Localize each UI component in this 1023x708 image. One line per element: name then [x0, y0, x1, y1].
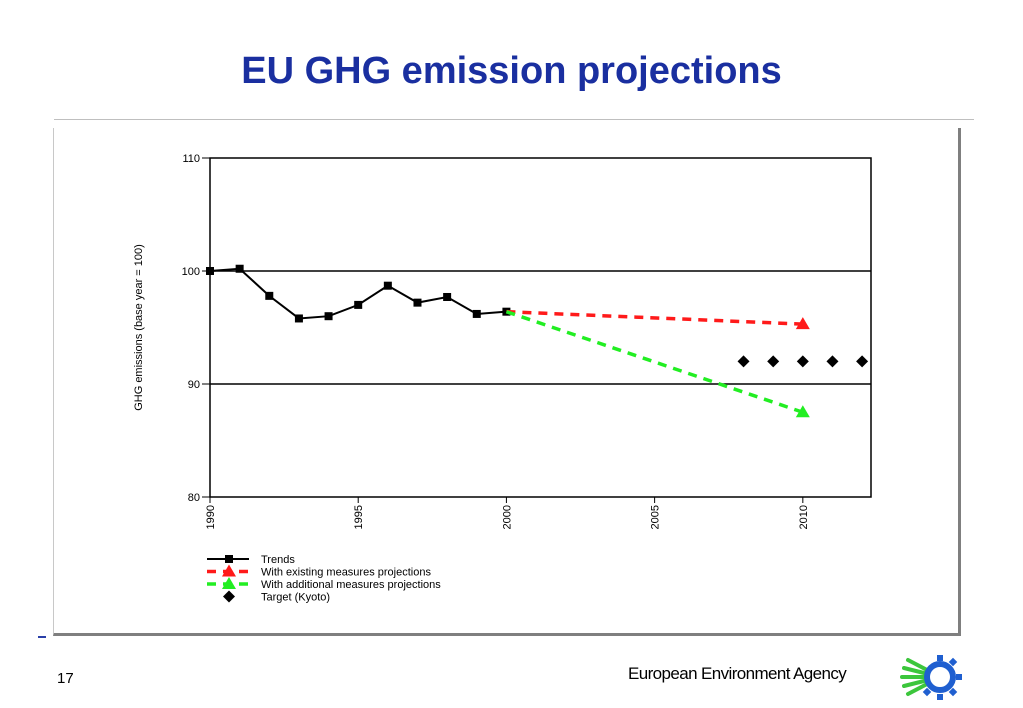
- y-axis: 80 90 100 110: [182, 153, 210, 504]
- series-line-existing: [506, 309, 803, 326]
- series-line-additional: [505, 310, 804, 414]
- data-point-trends: [354, 300, 363, 309]
- emissions-chart: 80 90 100 110 1990 1995 2000 2005 2010 GHG emis…: [133, 153, 872, 604]
- x-tick-label: 1990: [205, 505, 217, 529]
- y-tick-label: 100: [182, 266, 200, 278]
- data-point-target: [737, 355, 750, 368]
- data-point-trends: [472, 309, 481, 318]
- legend-marker-trends: [225, 555, 233, 563]
- data-point-trends: [235, 264, 244, 273]
- y-tick-label: 90: [188, 379, 200, 391]
- legend-marker-existing: [222, 564, 236, 577]
- legend-label: With existing measures projections: [261, 567, 431, 579]
- legend-item-existing: With existing measures projections: [207, 564, 431, 579]
- legend-label: With additional measures projections: [261, 579, 441, 591]
- x-axis: 1990 1995 2000 2005 2010: [205, 497, 810, 529]
- series-layer: [206, 264, 869, 418]
- data-point-target: [767, 355, 780, 368]
- data-point-trends: [324, 312, 333, 321]
- grid-lines: [210, 270, 871, 385]
- y-tick-label: 80: [188, 492, 200, 504]
- chart-frame: 80 90 100 110 1990 1995 2000 2005 2010 GHG emis…: [53, 128, 961, 636]
- slide-dash-mark: [38, 636, 46, 638]
- data-point-target: [796, 355, 809, 368]
- legend-marker-target: [223, 590, 235, 603]
- data-point-trends: [206, 267, 214, 275]
- data-point-trends: [443, 292, 452, 301]
- agency-name: European Environment Agency: [628, 664, 847, 683]
- title-divider: [54, 119, 974, 120]
- series-additional: [505, 310, 810, 418]
- eea-logo-icon: [900, 655, 962, 700]
- y-tick-label: 110: [182, 153, 200, 165]
- data-point-additional: [795, 405, 810, 418]
- x-tick-label: 2010: [798, 505, 810, 529]
- series-target: [737, 355, 869, 368]
- legend-item-target: Target (Kyoto): [223, 590, 330, 604]
- y-axis-label: GHG emissions (base year = 100): [133, 244, 145, 411]
- legend-label: Target (Kyoto): [261, 592, 330, 604]
- x-tick-label: 2005: [650, 505, 662, 529]
- data-point-existing: [795, 317, 810, 330]
- legend-marker-additional: [222, 577, 236, 589]
- plot-area: [209, 157, 872, 498]
- data-point-trends: [413, 298, 422, 307]
- data-point-target: [856, 355, 869, 368]
- legend-label: Trends: [261, 554, 295, 566]
- x-tick-label: 1995: [353, 505, 365, 529]
- series-line-trends: [209, 267, 507, 320]
- series-existing: [506, 309, 810, 330]
- x-tick-label: 2000: [501, 505, 513, 529]
- data-point-trends: [294, 314, 303, 323]
- data-point-target: [826, 355, 839, 368]
- data-point-trends: [383, 281, 392, 290]
- data-point-trends: [265, 291, 274, 300]
- legend-item-trends: Trends: [207, 554, 295, 566]
- page-number: 17: [57, 670, 74, 687]
- series-trends: [206, 264, 511, 323]
- slide-title: EU GHG emission projections: [241, 50, 782, 92]
- legend-item-additional: With additional measures projections: [207, 577, 441, 591]
